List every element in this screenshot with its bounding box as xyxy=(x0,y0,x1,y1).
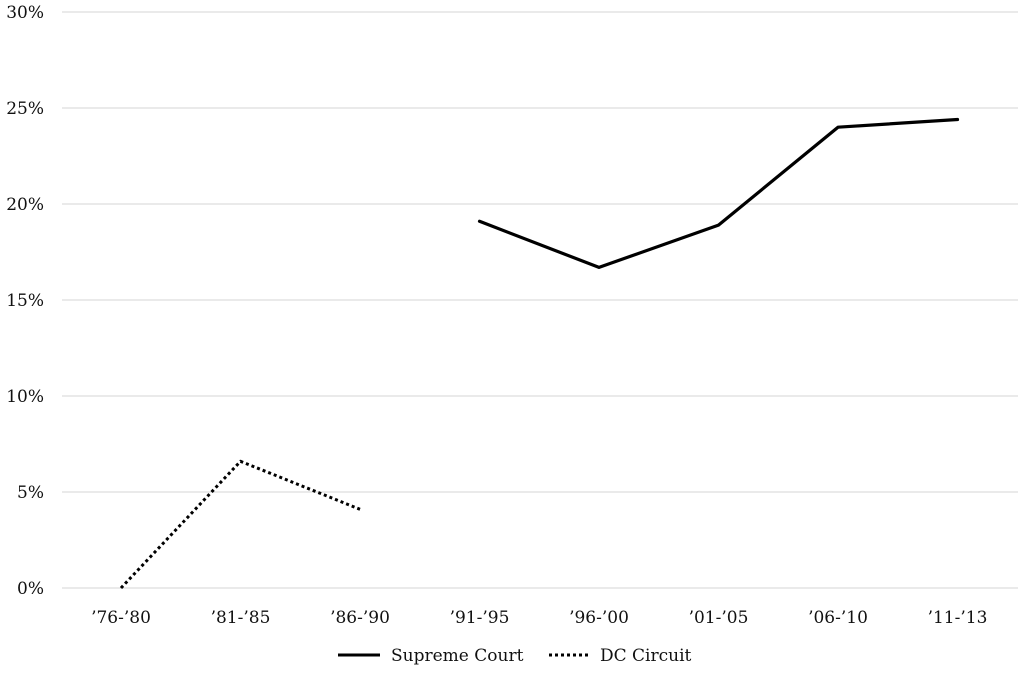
series-line-dc-circuit xyxy=(119,459,361,590)
x-tick-label: ’91-’95 xyxy=(450,608,510,628)
y-tick-label: 5% xyxy=(17,483,44,503)
legend: Supreme Court DC Circuit xyxy=(338,646,692,666)
series-line-supreme-court xyxy=(477,117,960,269)
series-lines xyxy=(119,117,960,590)
x-tick-label: ’01-’05 xyxy=(689,608,749,628)
y-tick-label: 25% xyxy=(6,99,44,119)
y-tick-label: 0% xyxy=(17,579,44,599)
x-tick-label: ’86-’90 xyxy=(330,608,390,628)
legend-label-dc-circuit: DC Circuit xyxy=(600,646,692,666)
y-axis-ticks: 0% 5% 10% 15% 20% 25% 30% xyxy=(6,3,44,599)
x-tick-label: ’76-’80 xyxy=(91,608,151,628)
x-tick-label: ’96-’00 xyxy=(569,608,629,628)
x-tick-label: ’81-’85 xyxy=(211,608,271,628)
gridlines xyxy=(62,11,1018,589)
x-tick-label: ’06-’10 xyxy=(808,608,868,628)
x-tick-label: ’11-’13 xyxy=(928,608,988,628)
x-axis-ticks: ’76-’80 ’81-’85 ’86-’90 ’91-’95 ’96-’00 ’01-’… xyxy=(91,608,987,628)
y-tick-label: 30% xyxy=(6,3,44,23)
y-tick-label: 10% xyxy=(6,387,44,407)
legend-label-supreme-court: Supreme Court xyxy=(391,646,524,666)
y-tick-label: 15% xyxy=(6,291,44,311)
y-tick-label: 20% xyxy=(6,195,44,215)
